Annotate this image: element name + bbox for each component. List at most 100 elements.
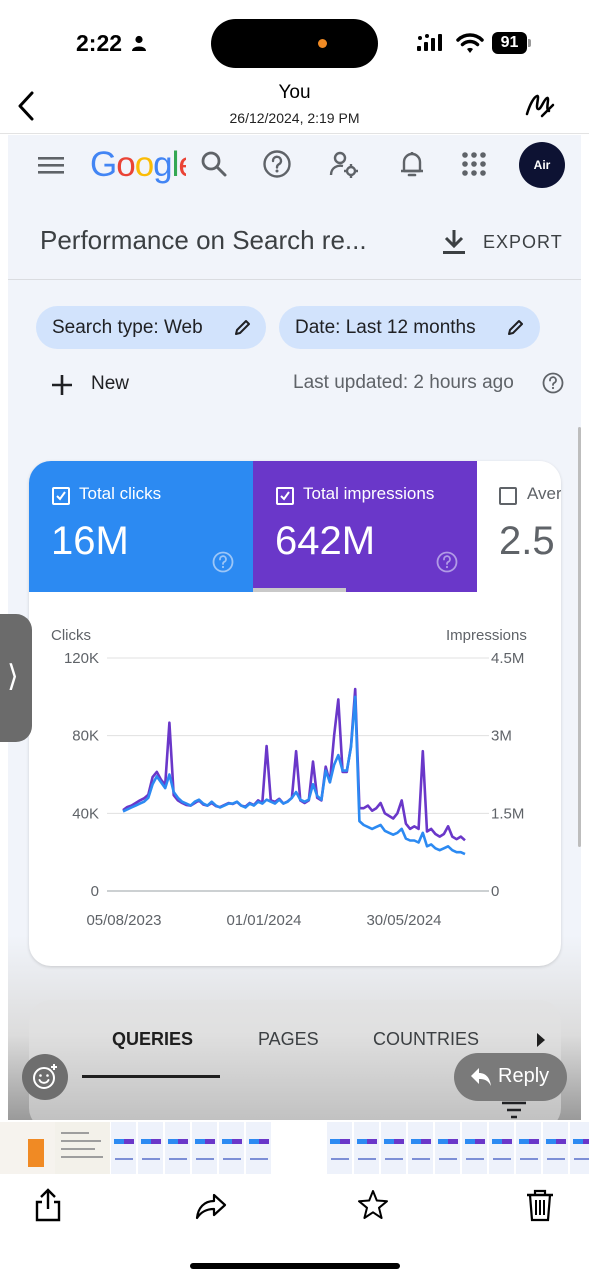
search-icon[interactable] (199, 149, 229, 179)
average-ctr-checkbox[interactable] (499, 487, 517, 505)
left-axis-title: Clicks (51, 627, 91, 644)
x-axis-tick-label: 01/01/2024 (226, 912, 301, 929)
tab-queries[interactable]: QUERIES (112, 1029, 194, 1049)
active-tab-indicator (82, 1075, 220, 1078)
metric-help-icon[interactable] (436, 551, 458, 573)
thumbnail-image[interactable] (0, 1122, 55, 1174)
thumbnail-item[interactable] (245, 1122, 271, 1174)
thumbnail-item[interactable] (353, 1122, 379, 1174)
emoji-add-icon (33, 1064, 57, 1089)
google-logo-letter: G (90, 145, 117, 184)
edit-pencil-icon (235, 320, 250, 335)
battery-cap (528, 39, 531, 47)
total-clicks-checkbox[interactable] (52, 487, 70, 505)
side-panel-handle[interactable]: ⟩ (0, 614, 32, 742)
tab-countries[interactable]: COUNTRIES (373, 1029, 480, 1049)
thumbnail-item[interactable] (461, 1122, 487, 1174)
filter-rows-icon[interactable] (501, 1100, 527, 1120)
hamburger-menu-icon[interactable] (38, 151, 66, 179)
left-axis-tick-label: 80K (72, 728, 99, 745)
thumbnail-item[interactable] (110, 1122, 136, 1174)
thumbnail-item[interactable] (137, 1122, 163, 1174)
thumbnail-item[interactable] (515, 1122, 541, 1174)
download-icon (443, 230, 465, 254)
plus-icon (52, 375, 72, 395)
wifi-icon (456, 33, 484, 53)
search-console-header: Google Air (8, 135, 581, 280)
thumbnail-item[interactable] (488, 1122, 514, 1174)
export-label: EXPORT (483, 232, 563, 252)
home-indicator (190, 1263, 400, 1269)
thumbnail-item[interactable] (434, 1122, 460, 1174)
thumbnail-document[interactable] (55, 1122, 110, 1174)
total-impressions-checkbox[interactable] (276, 487, 294, 505)
thumbnail-item[interactable] (326, 1122, 352, 1174)
performance-card: Total clicks 16M Total impressions 642M (29, 461, 561, 966)
thumbnail-item[interactable] (191, 1122, 217, 1174)
signal-icon (417, 34, 442, 51)
thumbnail-item[interactable] (218, 1122, 244, 1174)
battery-icon: 91 (492, 32, 531, 54)
status-time: 2:22 (76, 30, 123, 56)
thumbnail-item[interactable] (407, 1122, 433, 1174)
metric-scroll-indicator (253, 588, 346, 592)
google-logo-letter: l (171, 145, 180, 184)
apps-grid-icon[interactable] (459, 149, 489, 179)
thumbnail-item[interactable] (164, 1122, 190, 1174)
search-type-filter-label: Search type: Web (52, 317, 203, 338)
right-axis-tick-label: 3M (491, 728, 512, 745)
markup-pen-icon[interactable] (522, 88, 556, 122)
forward-icon[interactable] (195, 1188, 227, 1222)
account-avatar[interactable]: Air (519, 142, 565, 188)
export-button[interactable]: EXPORT (441, 227, 566, 259)
reply-button[interactable]: Reply (454, 1053, 567, 1101)
metric-value: 16M (51, 519, 129, 563)
last-updated-text: Last updated: 2 hours ago (293, 372, 514, 393)
metric-label: Total clicks (79, 484, 162, 503)
share-icon[interactable] (32, 1188, 64, 1222)
tabs-scroll-right-icon[interactable] (535, 1031, 547, 1049)
shared-screenshot[interactable]: Google Air (8, 135, 581, 1120)
status-bar: 2:22 91 (0, 0, 589, 84)
message-date: 26/12/2024, 2:19 PM (229, 110, 360, 126)
sender-name: You (278, 82, 311, 103)
edit-pencil-icon (508, 320, 523, 335)
total-impressions-metric[interactable]: Total impressions 642M (253, 461, 477, 592)
metric-label: Total impressions (303, 484, 435, 503)
metric-value: 642M (275, 519, 376, 563)
right-axis-tick-label: 4.5M (491, 650, 524, 667)
notifications-bell-icon[interactable] (397, 149, 427, 179)
star-icon[interactable] (357, 1188, 389, 1222)
google-logo-letter: o (116, 145, 135, 184)
thumbnail-item[interactable] (542, 1122, 568, 1174)
average-ctr-metric[interactable]: Aver 2.5 (477, 461, 561, 592)
date-filter-chip[interactable]: Date: Last 12 months (279, 306, 540, 349)
thumbnail-strip[interactable] (0, 1122, 589, 1174)
reply-label: Reply (498, 1065, 550, 1087)
performance-chart[interactable]: 0 40K 80K 120K 0 1.5M 3M 4.5M 05/08/2023 01/01/20… (29, 641, 561, 941)
x-axis-tick-label: 05/08/2023 (86, 912, 161, 929)
thumbnail-item[interactable] (569, 1122, 589, 1174)
right-axis-tick-label: 1.5M (491, 805, 524, 822)
left-axis-tick-label: 40K (72, 805, 99, 822)
x-axis-tick-label: 30/05/2024 (366, 912, 441, 929)
search-type-filter-chip[interactable]: Search type: Web (36, 306, 266, 349)
bottom-toolbar (0, 1174, 589, 1280)
user-settings-icon[interactable] (329, 149, 359, 179)
total-clicks-metric[interactable]: Total clicks 16M (29, 461, 253, 592)
help-icon[interactable] (262, 149, 292, 179)
last-updated-help-icon[interactable] (542, 372, 564, 394)
person-icon (132, 35, 146, 51)
left-axis-tick-label: 120K (64, 650, 99, 667)
tab-pages[interactable]: PAGES (258, 1029, 319, 1049)
back-chevron-icon[interactable] (14, 90, 40, 122)
metric-help-icon[interactable] (212, 551, 234, 573)
thumbnail-item[interactable] (380, 1122, 406, 1174)
chevron-right-icon: ⟩ (7, 660, 19, 693)
new-filter-button[interactable]: New (50, 370, 150, 400)
page-title: Performance on Search re... (40, 225, 367, 255)
page-scrollbar[interactable] (578, 427, 581, 847)
add-reaction-button[interactable] (22, 1054, 68, 1100)
trash-icon[interactable] (524, 1188, 556, 1222)
